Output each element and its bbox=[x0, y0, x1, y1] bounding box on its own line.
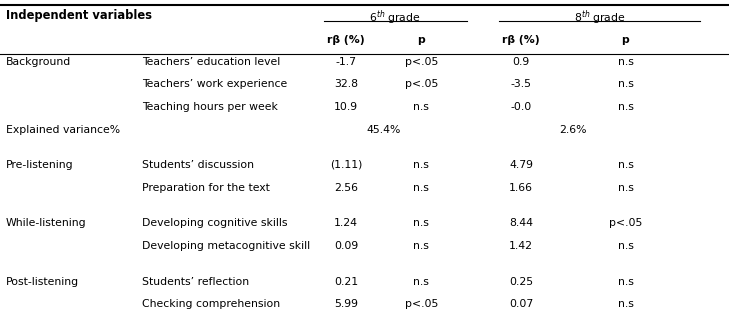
Text: 1.66: 1.66 bbox=[510, 183, 533, 193]
Text: 45.4%: 45.4% bbox=[367, 125, 401, 135]
Text: p<.05: p<.05 bbox=[609, 218, 642, 228]
Text: -1.7: -1.7 bbox=[336, 57, 356, 67]
Text: -3.5: -3.5 bbox=[511, 79, 531, 89]
Text: 0.21: 0.21 bbox=[334, 277, 359, 286]
Text: p<.05: p<.05 bbox=[405, 57, 438, 67]
Text: Background: Background bbox=[6, 57, 71, 67]
Text: rβ (%): rβ (%) bbox=[327, 35, 365, 45]
Text: Teachers’ education level: Teachers’ education level bbox=[142, 57, 281, 67]
Text: 5.99: 5.99 bbox=[335, 299, 358, 309]
Text: n.s: n.s bbox=[617, 241, 634, 251]
Text: n.s: n.s bbox=[617, 277, 634, 286]
Text: Pre-listening: Pre-listening bbox=[6, 160, 74, 170]
Text: 1.42: 1.42 bbox=[510, 241, 533, 251]
Text: n.s: n.s bbox=[617, 57, 634, 67]
Text: p: p bbox=[418, 35, 425, 45]
Text: rβ (%): rβ (%) bbox=[502, 35, 540, 45]
Text: n.s: n.s bbox=[617, 183, 634, 193]
Text: Teachers’ work experience: Teachers’ work experience bbox=[142, 79, 287, 89]
Text: 32.8: 32.8 bbox=[335, 79, 358, 89]
Text: n.s: n.s bbox=[413, 241, 429, 251]
Text: p: p bbox=[622, 35, 629, 45]
Text: 0.07: 0.07 bbox=[509, 299, 534, 309]
Text: 2.56: 2.56 bbox=[335, 183, 358, 193]
Text: n.s: n.s bbox=[413, 277, 429, 286]
Text: n.s: n.s bbox=[617, 102, 634, 112]
Text: -0.0: -0.0 bbox=[510, 102, 532, 112]
Text: p<.05: p<.05 bbox=[405, 79, 438, 89]
Text: 4.79: 4.79 bbox=[510, 160, 533, 170]
Text: Explained variance%: Explained variance% bbox=[6, 125, 120, 135]
Text: Developing cognitive skills: Developing cognitive skills bbox=[142, 218, 288, 228]
Text: n.s: n.s bbox=[617, 299, 634, 309]
Text: n.s: n.s bbox=[617, 160, 634, 170]
Text: Preparation for the text: Preparation for the text bbox=[142, 183, 270, 193]
Text: Independent variables: Independent variables bbox=[6, 9, 152, 22]
Text: Checking comprehension: Checking comprehension bbox=[142, 299, 280, 309]
Text: n.s: n.s bbox=[413, 102, 429, 112]
Text: Developing metacognitive skill: Developing metacognitive skill bbox=[142, 241, 311, 251]
Text: Post-listening: Post-listening bbox=[6, 277, 79, 286]
Text: n.s: n.s bbox=[617, 79, 634, 89]
Text: 2.6%: 2.6% bbox=[560, 125, 587, 135]
Text: n.s: n.s bbox=[413, 183, 429, 193]
Text: Students’ reflection: Students’ reflection bbox=[142, 277, 249, 286]
Text: n.s: n.s bbox=[413, 160, 429, 170]
Text: 8.44: 8.44 bbox=[510, 218, 533, 228]
Text: Teaching hours per week: Teaching hours per week bbox=[142, 102, 278, 112]
Text: $6^{th}$ grade: $6^{th}$ grade bbox=[370, 9, 421, 27]
Text: (1.11): (1.11) bbox=[330, 160, 362, 170]
Text: n.s: n.s bbox=[413, 218, 429, 228]
Text: 10.9: 10.9 bbox=[334, 102, 359, 112]
Text: 0.9: 0.9 bbox=[512, 57, 530, 67]
Text: 1.24: 1.24 bbox=[335, 218, 358, 228]
Text: 0.09: 0.09 bbox=[334, 241, 359, 251]
Text: $8^{th}$ grade: $8^{th}$ grade bbox=[574, 9, 625, 27]
Text: 0.25: 0.25 bbox=[509, 277, 534, 286]
Text: p<.05: p<.05 bbox=[405, 299, 438, 309]
Text: Students’ discussion: Students’ discussion bbox=[142, 160, 254, 170]
Text: While-listening: While-listening bbox=[6, 218, 87, 228]
